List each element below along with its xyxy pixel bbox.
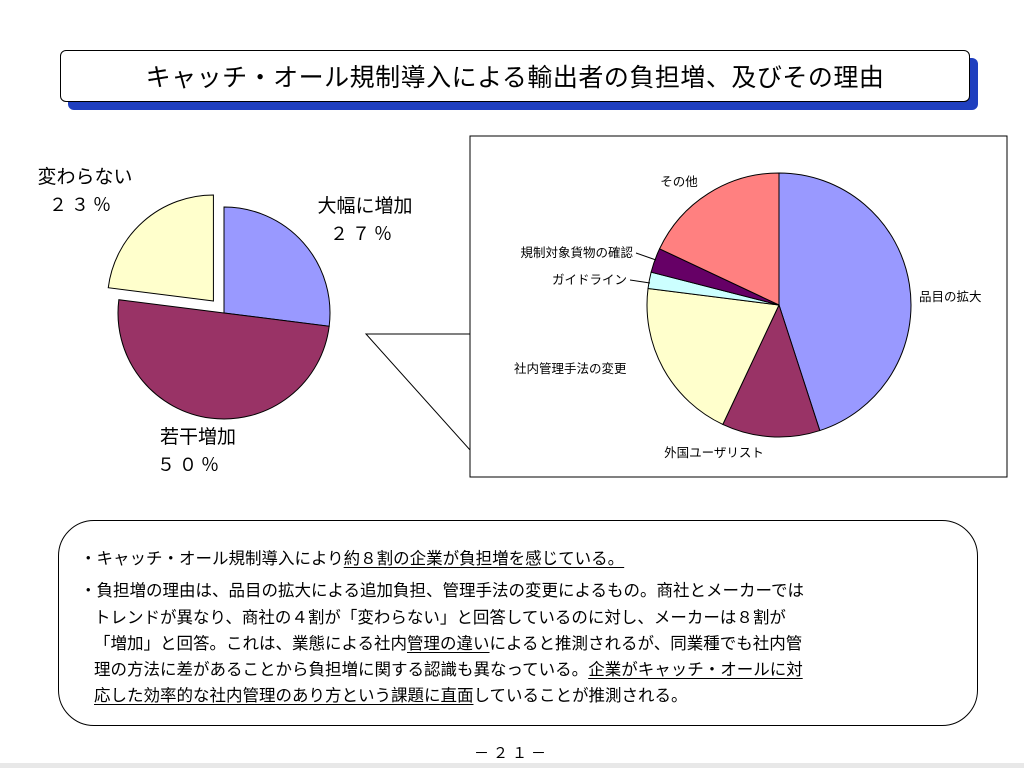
label-other: その他: [660, 174, 698, 189]
reason-slice-1: [722, 303, 821, 438]
reason-pie-labels: 品目の拡大 外国ユーザリスト 社内管理手法の変更 ガイドライン 規制対象貨物の確…: [514, 174, 982, 460]
page-number: －２１－: [473, 744, 550, 762]
burden-slice-0: [223, 206, 331, 327]
note-line-5-emphasis: 企業がキャッチ・オールに対: [588, 660, 803, 679]
burden-slice-2: [107, 194, 214, 302]
note-line-2-text: ・負担増の理由は、品目の拡大による追加負担、管理手法の変更によるもの。商社とメー…: [80, 581, 805, 600]
note-line-1: ・キャッチ・オール規制導入により約８割の企業が負担増を感じている。: [80, 548, 624, 569]
note-line-4-text-a: 「増加」と回答。これは、業態による社内: [94, 634, 408, 653]
reason-pie-chart: [646, 172, 912, 438]
label-unchanged: 変わらない: [37, 166, 132, 188]
reason-slice-5: [658, 172, 780, 306]
note-line-5: 理の方法に差があることから負担増に関する認識も異なっている。企業がキャッチ・オー…: [94, 659, 803, 680]
note-line-3: トレンドが異なり、商社の４割が「変わらない」と回答しているのに対し、メーカーは８…: [94, 607, 786, 628]
note-line-1-emphasis: 約８割の企業が負担増を感じている。: [343, 549, 625, 568]
footer-bar: [0, 763, 1024, 768]
note-line-6-text: していることが推測される。: [473, 686, 688, 705]
summary-notes-box: [58, 520, 978, 726]
note-line-3-text: トレンドが異なり、商社の４割が「変わらない」と回答しているのに対し、メーカーは８…: [94, 608, 786, 627]
label-slight-increase: 若干増加: [160, 426, 236, 448]
reason-slice-0: [778, 172, 912, 432]
note-line-6: 応した効率的な社内管理のあり方という課題に直面していることが推測される。: [94, 685, 688, 706]
value-unchanged: ２３％: [49, 195, 115, 216]
label-foreign-user-list: 外国ユーザリスト: [664, 445, 764, 460]
value-slight-increase: ５０％: [157, 455, 223, 476]
burden-pie-labels: 大幅に増加 ２７％ 若干増加 ５０％ 変わらない ２３％: [37, 166, 412, 476]
leader-cargo-check: [635, 252, 657, 261]
label-large-increase: 大幅に増加: [317, 195, 412, 217]
label-management-change: 社内管理手法の変更: [514, 361, 627, 376]
note-line-5-text: 理の方法に差があることから負担増に関する認識も異なっている。: [94, 660, 589, 679]
callout-connector: [364, 333, 471, 452]
label-guideline: ガイドライン: [552, 272, 627, 287]
burden-slice-1: [117, 299, 330, 420]
note-line-4: 「増加」と回答。これは、業態による社内管理の違いによると推測されるが、同業種でも…: [94, 633, 802, 654]
leader-guideline: [629, 279, 651, 284]
note-line-1-text: ・キャッチ・オール規制導入により: [80, 549, 344, 568]
note-line-4-text-c: によると推測されるが、同業種でも社内管: [489, 634, 803, 653]
note-line-4-emphasis: 管理の違い: [407, 634, 490, 653]
label-item-expansion: 品目の拡大: [919, 289, 982, 304]
label-cargo-check: 規制対象貨物の確認: [520, 245, 633, 260]
burden-pie-chart: [107, 194, 331, 420]
reason-slice-2: [646, 287, 780, 426]
value-large-increase: ２７％: [330, 224, 396, 245]
note-line-6-emphasis: 応した効率的な社内管理のあり方という課題に直面: [94, 686, 474, 705]
page-title: キャッチ・オール規制導入による輸出者の負担増、及びその理由: [60, 50, 970, 102]
note-line-2: ・負担増の理由は、品目の拡大による追加負担、管理手法の変更によるもの。商社とメー…: [80, 580, 804, 601]
page-title-text: キャッチ・オール規制導入による輸出者の負担増、及びその理由: [145, 63, 885, 92]
